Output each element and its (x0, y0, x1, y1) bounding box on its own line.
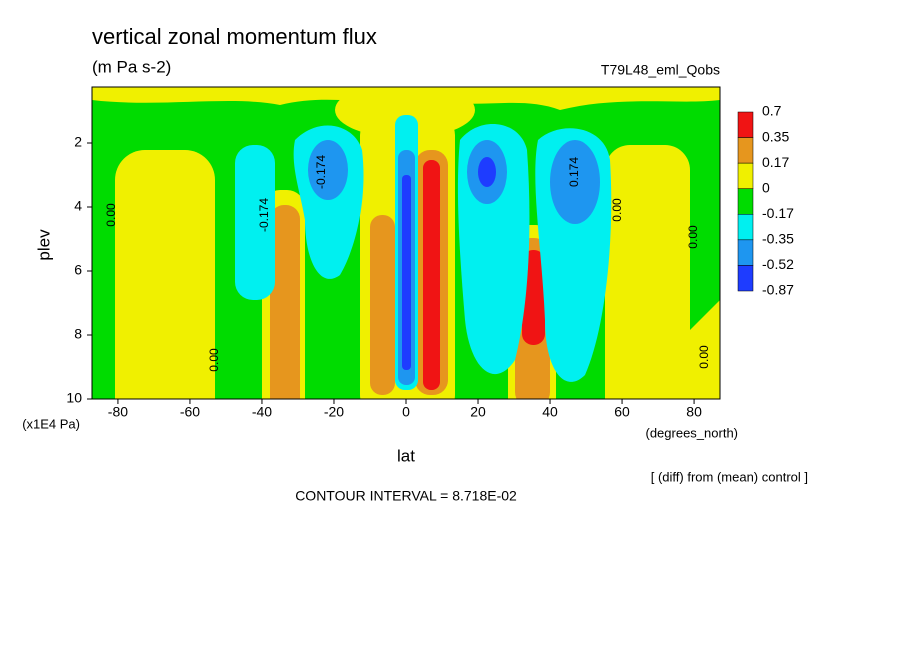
colorbar-label: -0.35 (762, 231, 794, 247)
contour-region (402, 175, 411, 370)
x-tick-label: 0 (402, 404, 410, 420)
contour-region (478, 157, 496, 187)
run-label: T79L48_eml_Qobs (601, 62, 720, 78)
y-tick-label: 8 (74, 326, 82, 342)
colorbar-box (737, 214, 754, 241)
contour-interval: CONTOUR INTERVAL = 8.718E-02 (295, 488, 517, 504)
colorbar-label: -0.87 (762, 282, 794, 298)
y-tick-label: 6 (74, 262, 82, 278)
contour-label: 0.00 (697, 345, 711, 369)
chart-title: vertical zonal momentum flux (92, 24, 377, 49)
y-unit: (x1E4 Pa) (22, 416, 80, 431)
y-tick-label: 10 (66, 390, 82, 406)
contour-label: 0.00 (610, 198, 624, 222)
x-tick-label: -20 (324, 404, 344, 420)
colorbar-box (737, 188, 754, 215)
x-tick-label: 20 (470, 404, 486, 420)
colorbar-label: -0.52 (762, 256, 794, 272)
contour-label: 0.00 (207, 348, 221, 372)
contour-field (92, 87, 720, 399)
y-tick-label: 4 (74, 198, 82, 214)
colorbar-label: 0.17 (762, 154, 789, 170)
contour-region (115, 150, 215, 399)
colorbar-box (737, 137, 754, 164)
contour-label: -0.174 (257, 198, 271, 232)
colorbar-box (737, 265, 754, 292)
contour-region (423, 160, 440, 390)
x-tick-label: -60 (180, 404, 200, 420)
x-axis-label: lat (397, 446, 415, 465)
contour-region (270, 205, 300, 399)
contour-region (370, 215, 395, 395)
x-tick-label: 60 (614, 404, 630, 420)
colorbar-label: 0 (762, 179, 770, 195)
contour-region (235, 145, 275, 300)
contour-label: 0.00 (686, 225, 700, 249)
x-tick-label: 40 (542, 404, 558, 420)
contour-region (308, 140, 348, 200)
colorbar-label: 0.7 (762, 103, 782, 119)
note: [ (diff) from (mean) control ] (651, 469, 808, 484)
subtitle: (m Pa s-2) (92, 57, 171, 76)
colorbar-box (737, 162, 754, 189)
colorbar-box (737, 239, 754, 266)
contour-region (680, 300, 720, 399)
x-unit: (degrees_north) (646, 425, 739, 440)
contour-region (522, 250, 545, 345)
y-tick-label: 2 (74, 134, 82, 150)
contour-label: 0.00 (104, 203, 118, 227)
contour-label: 0.174 (567, 157, 581, 187)
colorbar-box (737, 111, 754, 138)
x-tick-label: 80 (686, 404, 702, 420)
colorbar-label: -0.17 (762, 205, 794, 221)
x-tick-label: -80 (108, 404, 128, 420)
y-axis-label: plev (34, 229, 53, 261)
contour-region (550, 140, 600, 224)
colorbar-label: 0.35 (762, 128, 789, 144)
contour-region (605, 145, 690, 399)
x-tick-label: -40 (252, 404, 272, 420)
contour-label: -0.174 (314, 155, 328, 189)
